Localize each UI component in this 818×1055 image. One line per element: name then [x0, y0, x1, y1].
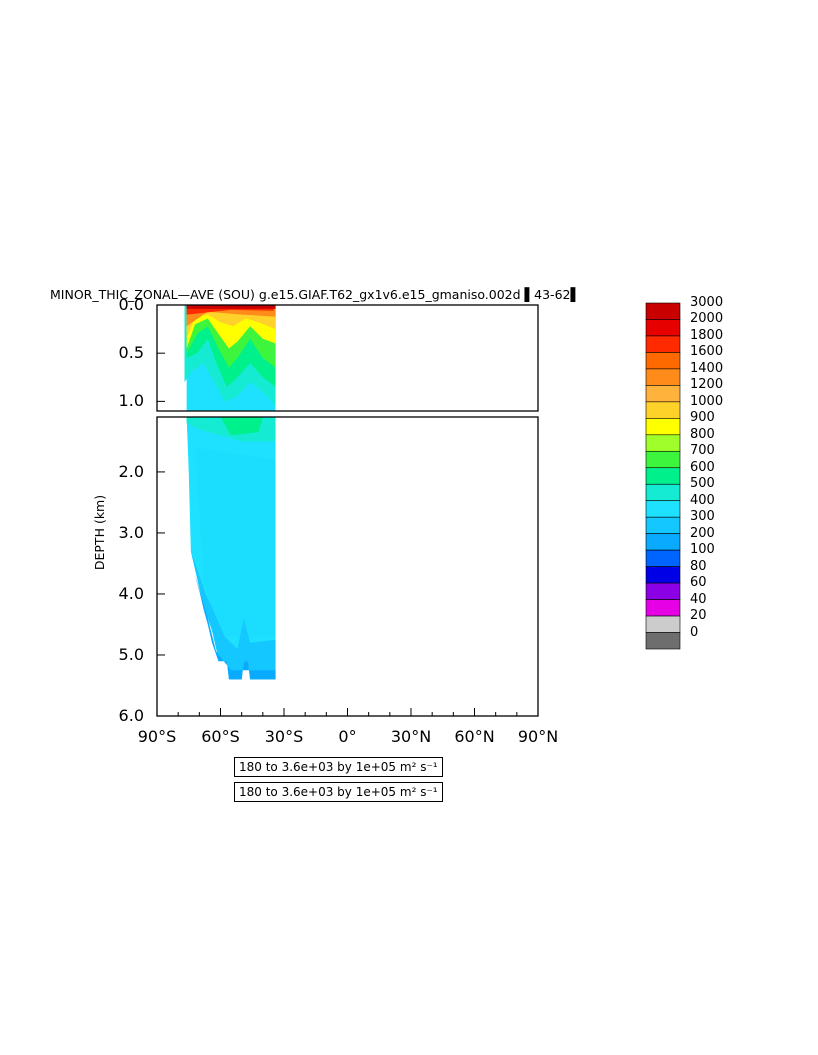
colorbar-level-label: 1000	[690, 393, 724, 409]
colorbar-swatch	[645, 632, 681, 650]
y-tick-label: 2.0	[118, 461, 144, 481]
colorbar-level-label: 800	[690, 426, 715, 442]
colorbar-level-label: 400	[690, 492, 715, 508]
lower-field-shade	[195, 447, 276, 637]
y-tick-label: 4.0	[118, 583, 144, 603]
colorbar-level-label: 1600	[690, 344, 724, 360]
colorbar-swatch	[645, 615, 681, 633]
x-tick-label: 60°S	[201, 727, 240, 746]
colorbar-swatch	[645, 368, 681, 386]
y-tick-label: 0.5	[118, 343, 144, 363]
y-tick-label: 0.0	[118, 295, 144, 314]
x-tick-label: 0°	[338, 727, 357, 746]
colorbar-swatch	[645, 352, 681, 370]
info-box-2: 180 to 3.6e+03 by 1e+05 m² s⁻¹	[234, 782, 443, 802]
colorbar-swatch	[645, 450, 681, 469]
colorbar-level-label: 600	[690, 459, 715, 475]
colorbar-swatch	[645, 500, 681, 518]
colorbar-swatch	[645, 385, 681, 403]
colorbar-level-label: 80	[690, 558, 707, 574]
colorbar-level-label: 1800	[690, 327, 724, 343]
x-tick-label: 30°S	[264, 727, 304, 746]
colorbar-swatch	[645, 401, 681, 419]
chart-title: MINOR_THIC_ZONAL—AVE (SOU) g.e15.GIAF.T6…	[50, 287, 581, 302]
colorbar-level-label: 500	[690, 476, 715, 492]
lower-field-200	[190, 563, 276, 680]
x-tick-label: 60°N	[454, 727, 495, 746]
upper-field-3000	[186, 305, 276, 309]
colorbar-swatch	[645, 434, 681, 452]
colorbar-level-label: 700	[690, 443, 715, 459]
colorbar-level-label: 100	[690, 542, 715, 558]
colorbar-swatch	[645, 599, 681, 617]
colorbar-level-label: 20	[690, 608, 707, 624]
x-tick-label: 30°N	[390, 727, 432, 746]
colorbar-swatch	[645, 319, 681, 337]
y-tick-label: 3.0	[118, 522, 144, 542]
colorbar-level-label: 300	[690, 509, 715, 525]
colorbar-swatch	[645, 418, 681, 436]
y-tick-label: 5.0	[118, 644, 144, 664]
y-tick-label: 1.0	[118, 391, 144, 411]
colorbar-level-label: 3000	[690, 295, 724, 310]
colorbar-swatch	[645, 516, 681, 534]
colorbar-level-label: 1200	[690, 377, 724, 393]
y-tick-label: 6.0	[118, 706, 144, 725]
colorbar-level-label: 2000	[690, 311, 724, 327]
colorbar-swatch	[645, 533, 681, 551]
colorbar-swatch	[645, 549, 681, 567]
colorbar-level-label: 900	[690, 410, 715, 426]
colorbar-level-label: 200	[690, 525, 715, 541]
colorbar-swatch	[645, 467, 681, 485]
colorbar-level-label: 60	[690, 575, 707, 591]
colorbar-swatch	[645, 302, 681, 320]
colorbar-swatch	[645, 483, 681, 502]
colorbar-swatch	[645, 582, 681, 600]
colorbar-level-label: 0	[690, 624, 699, 640]
x-tick-label: 90°N	[517, 727, 559, 746]
lower-field-300	[190, 551, 276, 680]
lower-field-600	[220, 417, 263, 436]
upper-panel-frame	[156, 304, 539, 412]
info-box-1: 180 to 3.6e+03 by 1e+05 m² s⁻¹	[234, 757, 443, 777]
colorbar-level-label: 40	[690, 591, 707, 607]
colorbar-swatch	[645, 335, 681, 353]
colorbar-swatch	[645, 566, 681, 584]
x-tick-label: 90°S	[137, 727, 177, 746]
colorbar-level-label: 1400	[690, 360, 724, 376]
